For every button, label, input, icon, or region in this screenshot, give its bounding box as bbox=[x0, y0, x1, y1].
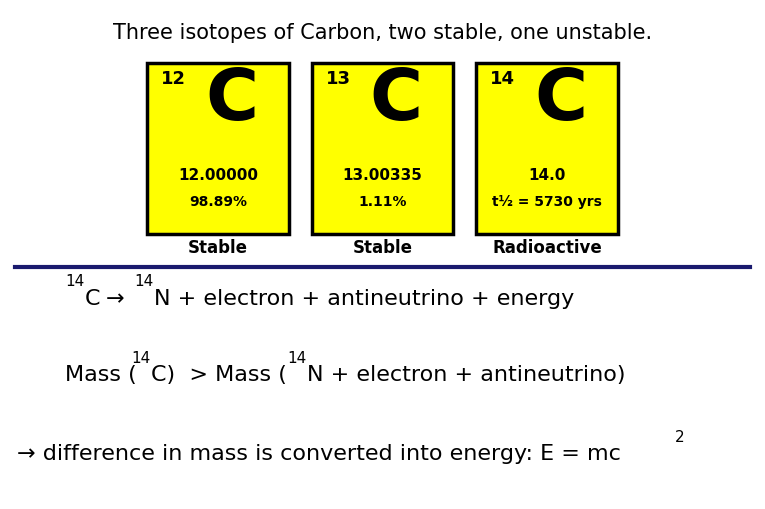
Text: 12: 12 bbox=[161, 70, 186, 88]
Text: C: C bbox=[85, 288, 100, 308]
Text: 2: 2 bbox=[675, 429, 685, 444]
Text: Stable: Stable bbox=[188, 238, 248, 256]
Text: 12.00000: 12.00000 bbox=[178, 168, 258, 183]
Text: Mass (: Mass ( bbox=[65, 364, 137, 384]
Text: Radioactive: Radioactive bbox=[492, 238, 602, 256]
Text: 14: 14 bbox=[134, 274, 153, 289]
Text: N + electron + antineutrino): N + electron + antineutrino) bbox=[307, 364, 625, 384]
Text: 1.11%: 1.11% bbox=[358, 195, 407, 209]
Text: N + electron + antineutrino + energy: N + electron + antineutrino + energy bbox=[154, 288, 574, 308]
Text: Three isotopes of Carbon, two stable, one unstable.: Three isotopes of Carbon, two stable, on… bbox=[113, 23, 652, 43]
Text: 14: 14 bbox=[490, 70, 515, 88]
Text: C)  > Mass (: C) > Mass ( bbox=[151, 364, 287, 384]
Text: 14: 14 bbox=[65, 274, 84, 289]
Text: C: C bbox=[205, 66, 259, 135]
Text: 14: 14 bbox=[287, 350, 306, 365]
Text: 13.00335: 13.00335 bbox=[343, 168, 422, 183]
Text: 13: 13 bbox=[326, 70, 350, 88]
Text: 98.89%: 98.89% bbox=[189, 195, 247, 209]
Text: Stable: Stable bbox=[353, 238, 412, 256]
Text: C: C bbox=[369, 66, 423, 135]
FancyBboxPatch shape bbox=[311, 64, 453, 234]
Text: → difference in mass is converted into energy: E = mc: → difference in mass is converted into e… bbox=[17, 443, 620, 463]
Text: 14: 14 bbox=[131, 350, 150, 365]
Text: C: C bbox=[534, 66, 588, 135]
FancyBboxPatch shape bbox=[147, 64, 288, 234]
Text: 14.0: 14.0 bbox=[529, 168, 565, 183]
Text: t½ = 5730 yrs: t½ = 5730 yrs bbox=[492, 195, 602, 209]
Text: →: → bbox=[106, 288, 132, 308]
FancyBboxPatch shape bbox=[476, 64, 617, 234]
